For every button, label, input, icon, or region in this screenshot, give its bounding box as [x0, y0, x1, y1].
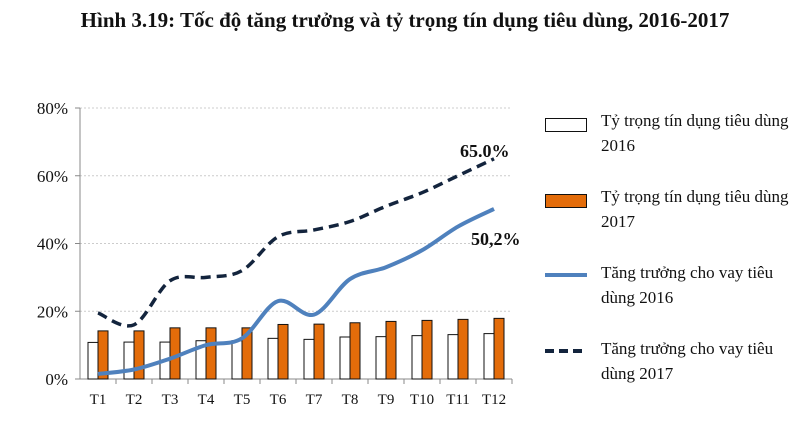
- x-tick-label: T10: [410, 392, 434, 408]
- line-growth-2017: [97, 157, 495, 328]
- bar-2016: [375, 336, 387, 380]
- x-tick-label: T5: [234, 392, 251, 408]
- bar-2017: [241, 327, 253, 380]
- legend-label: Tăng trưởng cho vay tiêu dùng 2016: [601, 263, 774, 307]
- legend-item: Tăng trưởng cho vay tiêu dùng 2017: [545, 336, 805, 412]
- legend-item: Tỷ trọng tín dụng tiêu dùng 2017: [545, 184, 805, 260]
- x-tick-label: T8: [342, 392, 359, 408]
- legend-label: Tăng trưởng cho vay tiêu dùng 2017: [601, 339, 774, 383]
- legend-label: Tỷ trọng tín dụng tiêu dùng 2016: [601, 111, 789, 155]
- annotation-2016: 50,2%: [471, 229, 521, 249]
- bar-2017: [277, 323, 289, 380]
- bar-2017: [457, 318, 469, 380]
- annotation-2017: 65.0%: [460, 141, 510, 161]
- bar-2017: [385, 320, 397, 380]
- bar-2016: [267, 337, 279, 380]
- x-tick-label: T6: [270, 392, 287, 408]
- chart-title: Hình 3.19: Tốc độ tăng trưởng và tỷ trọn…: [80, 8, 730, 32]
- bar-2016: [231, 340, 243, 380]
- bar-2017: [205, 327, 217, 380]
- y-tick-label: 80%: [37, 99, 68, 118]
- x-tick-label: T3: [162, 392, 179, 408]
- line-growth-2016: [97, 207, 495, 376]
- bar-2017: [133, 330, 145, 380]
- x-tick-label: T12: [482, 392, 506, 408]
- x-tick-label: T7: [306, 392, 323, 408]
- legend-swatch: [545, 273, 587, 277]
- bar-2017: [493, 317, 505, 380]
- legend-item: Tỷ trọng tín dụng tiêu dùng 2016: [545, 108, 805, 184]
- x-tick-label: T4: [198, 392, 215, 408]
- bar-2016: [447, 334, 459, 380]
- y-tick-label: 60%: [37, 167, 68, 186]
- bar-2016: [303, 338, 315, 380]
- bar-2016: [339, 336, 351, 380]
- y-tick-label: 40%: [37, 235, 68, 254]
- bar-2016: [411, 335, 423, 380]
- x-tick-label: T1: [90, 392, 107, 408]
- bar-2017: [97, 330, 109, 380]
- bar-2016: [483, 333, 495, 380]
- y-tick-label: 20%: [37, 302, 68, 321]
- bar-2016: [123, 341, 135, 380]
- legend-swatch: [545, 349, 587, 353]
- legend-swatch: [545, 118, 587, 132]
- bar-2017: [421, 319, 433, 380]
- bar-2017: [313, 323, 325, 380]
- legend: Tỷ trọng tín dụng tiêu dùng 2016 Tỷ trọn…: [545, 108, 805, 412]
- x-tick-label: T9: [378, 392, 395, 408]
- bar-2016: [87, 341, 99, 380]
- x-tick-label: T2: [126, 392, 143, 408]
- bar-2017: [349, 322, 361, 380]
- legend-swatch: [545, 194, 587, 208]
- x-tick-label: T11: [446, 392, 470, 408]
- legend-item: Tăng trưởng cho vay tiêu dùng 2016: [545, 260, 805, 336]
- legend-label: Tỷ trọng tín dụng tiêu dùng 2017: [601, 187, 789, 231]
- y-tick-label: 0%: [45, 370, 68, 389]
